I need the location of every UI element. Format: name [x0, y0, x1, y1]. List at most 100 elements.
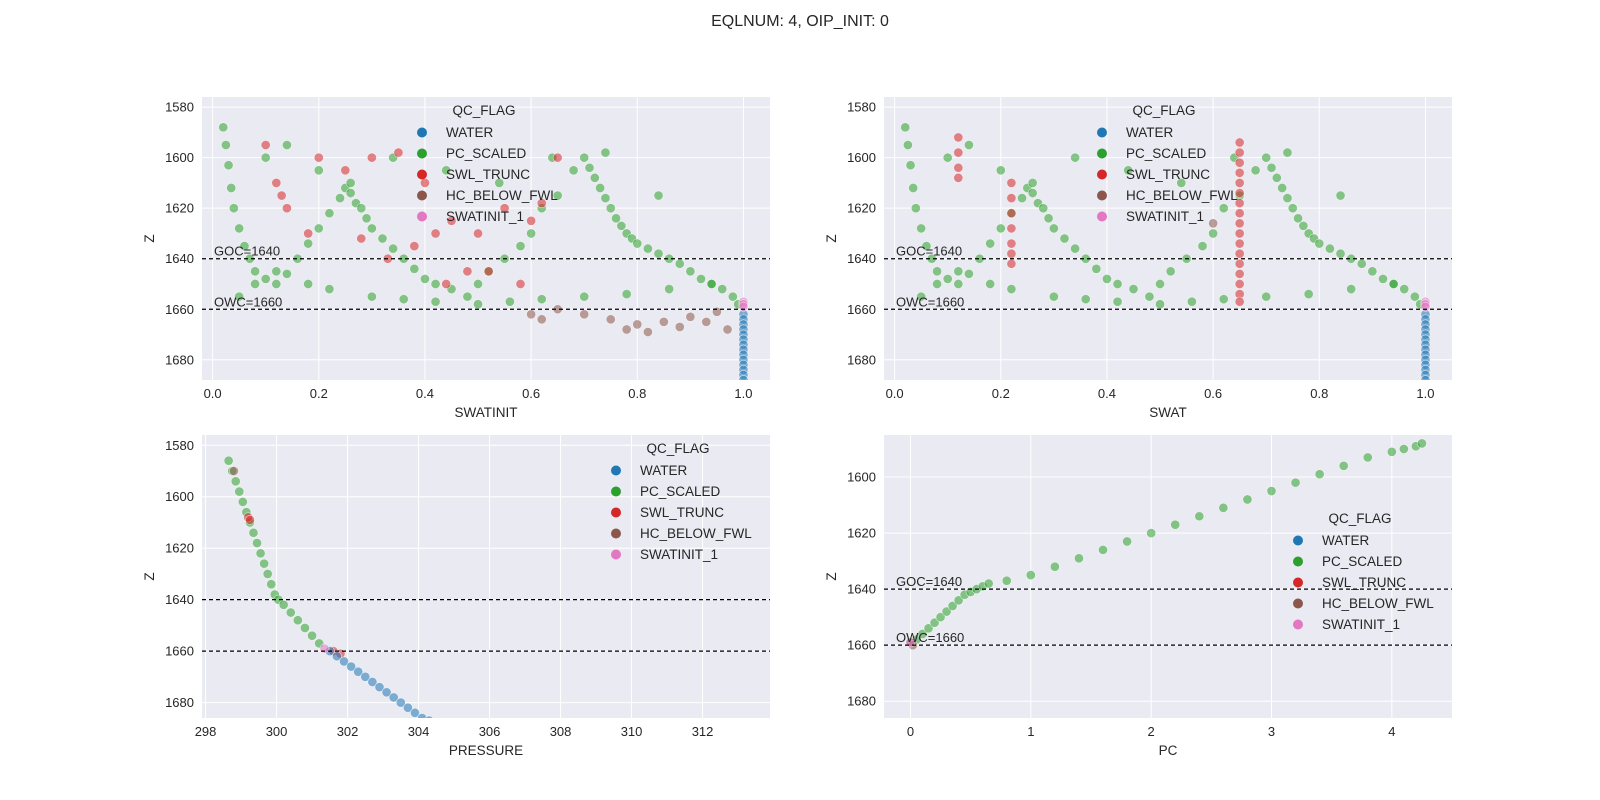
data-point-pc-scaled [1386, 446, 1397, 457]
data-point-pc-scaled [303, 238, 314, 249]
y-tick-label: 1680 [847, 352, 876, 367]
legend-title: QC_FLAG [452, 103, 515, 118]
data-point-pc-scaled [964, 140, 974, 150]
data-point-swl-trunc [393, 147, 404, 158]
x-axis-label: SWATINIT [455, 405, 518, 420]
data-point-pc-scaled [1112, 279, 1123, 289]
data-point-pc-scaled [1314, 469, 1325, 480]
data-point-pc-scaled [902, 140, 913, 150]
subplot-1: 0.0 0.2 0.4 0.6 0.8 1.0 1580 1600 1620 1640 1660 16… [142, 97, 770, 420]
data-point-pc-scaled [643, 243, 653, 254]
x-tick-label: 0.6 [1204, 386, 1222, 401]
data-point-pc-scaled [1006, 284, 1017, 294]
data-point-pc-scaled [1155, 279, 1165, 289]
data-point-pc-scaled [983, 578, 994, 589]
y-tick-label: 1680 [165, 352, 194, 367]
x-tick-label: 2 [1148, 724, 1155, 739]
data-point-swatinit-1 [319, 643, 330, 654]
data-point-pc-scaled [1399, 284, 1410, 294]
data-point-pc-scaled [303, 279, 314, 289]
data-point-pc-scaled [1170, 519, 1181, 530]
data-point-swl-trunc [953, 172, 964, 183]
data-point-swl-trunc [1234, 178, 1245, 188]
y-tick-label: 1640 [165, 251, 194, 266]
y-tick-label: 1580 [847, 100, 876, 115]
data-point-pc-scaled [345, 188, 356, 198]
data-point-pc-scaled [250, 279, 260, 289]
legend-label: SWATINIT_1 [446, 209, 524, 224]
data-point-pc-scaled [1043, 213, 1054, 224]
data-point-swl-trunc [441, 279, 452, 289]
x-tick-label: 300 [266, 724, 288, 739]
data-point-hc-below-fwl [722, 324, 733, 335]
data-point-pc-scaled [1250, 165, 1261, 176]
data-point-pc-scaled [605, 203, 616, 214]
data-point-pc-scaled [935, 612, 946, 623]
reference-line-label: GOC=1640 [896, 574, 962, 589]
y-axis-label: Z [142, 572, 157, 580]
data-point-pc-scaled [685, 266, 696, 277]
data-point-pc-scaled [1261, 152, 1272, 163]
data-point-swl-trunc [1234, 188, 1245, 198]
data-point-pc-scaled [1271, 172, 1282, 183]
reference-line-label: GOC=1640 [896, 244, 962, 259]
y-tick-label: 1640 [847, 582, 876, 597]
data-point-pc-scaled [1017, 193, 1027, 203]
data-point-pc-scaled [230, 476, 241, 487]
data-point-pc-scaled [271, 266, 282, 277]
subplot-2: 0.0 0.2 0.4 0.6 0.8 1.0 1580 1600 1620 1640 1660 16… [824, 97, 1452, 420]
legend: QC_FLAG WATER PC_SCALED SWL_TRUNC HC_BELOW_F… [1293, 511, 1434, 632]
y-tick-label: 1600 [847, 150, 876, 165]
data-point-pc-scaled [910, 203, 921, 214]
data-point-pc-scaled [1409, 291, 1420, 302]
reference-line-label: OWC=1660 [214, 294, 282, 309]
x-tick-label: 0.4 [416, 386, 434, 401]
legend-title: QC_FLAG [1132, 103, 1195, 118]
data-point-hc-below-fwl [1208, 218, 1219, 229]
data-point-hc-below-fwl [674, 322, 685, 332]
data-point-swl-trunc [1234, 218, 1245, 229]
legend-title: QC_FLAG [1328, 511, 1391, 526]
data-point-swl-trunc [473, 228, 483, 239]
data-point-swl-trunc [356, 233, 367, 244]
data-layer [905, 438, 1427, 651]
data-point-pc-scaled [995, 165, 1006, 176]
x-axis-label: PC [1159, 743, 1178, 758]
y-tick-label: 1660 [165, 302, 194, 317]
data-point-pc-scaled [1122, 536, 1132, 547]
data-point-swatinit-1 [1420, 301, 1431, 312]
data-point-pc-scaled [621, 289, 632, 299]
data-point-pc-scaled [361, 213, 372, 224]
x-tick-label: 308 [550, 724, 572, 739]
data-point-pc-scaled [285, 607, 296, 618]
data-point-pc-scaled [1293, 213, 1303, 224]
data-point-swl-trunc [1006, 208, 1017, 219]
x-tick-label: 0.2 [310, 386, 328, 401]
data-point-water [353, 666, 364, 677]
data-point-swl-trunc [1234, 238, 1245, 249]
data-point-swl-trunc [1234, 248, 1245, 259]
data-point-water [360, 671, 371, 682]
legend-marker [1293, 535, 1303, 546]
data-point-pc-scaled [706, 279, 717, 289]
data-point-pc-scaled [1027, 188, 1038, 198]
data-point-swl-trunc [1234, 279, 1245, 289]
data-point-pc-scaled [1242, 494, 1253, 505]
data-point-pc-scaled [494, 178, 505, 188]
data-point-pc-scaled [929, 617, 940, 628]
legend-marker [1097, 169, 1107, 180]
reference-line-label: OWC=1660 [896, 294, 964, 309]
x-tick-label: 0.8 [1310, 386, 1328, 401]
data-point-pc-scaled [473, 279, 483, 289]
data-point-pc-scaled [388, 243, 399, 254]
data-point-swl-trunc [409, 241, 420, 251]
data-point-swl-trunc [1234, 137, 1245, 148]
data-point-water [367, 677, 378, 687]
data-point-swl-trunc [313, 152, 324, 163]
data-point-swl-trunc [462, 266, 473, 277]
data-point-pc-scaled [1266, 486, 1277, 496]
y-axis-label: Z [142, 234, 157, 242]
legend: QC_FLAG WATER PC_SCALED SWL_TRUNC HC_BELOW_F… [417, 103, 558, 224]
data-point-pc-scaled [942, 274, 953, 284]
data-point-pc-scaled [1388, 279, 1399, 289]
